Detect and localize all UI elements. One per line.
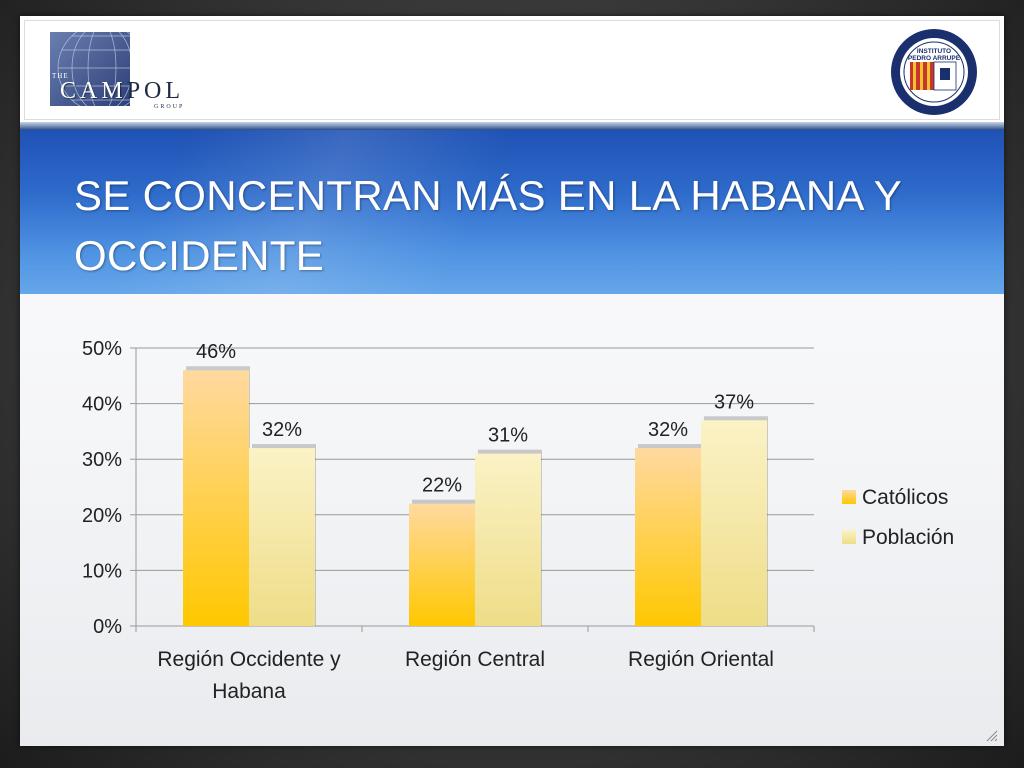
campol-bottom-text: GROUP [154, 104, 185, 110]
campol-wordmark-dark: POL [126, 78, 185, 104]
y-tick-label: 40% [82, 394, 122, 416]
y-tick-label: 30% [82, 449, 122, 471]
seal-line-1: INSTITUTO [917, 48, 951, 55]
bar [635, 448, 701, 626]
instituto-pedro-arrupe-seal-icon: INSTITUTO PEDRO ARRUPE [890, 28, 978, 116]
title-band: SE CONCENTRAN MÁS EN LA HABANA Y OCCIDEN… [20, 130, 1004, 294]
data-label: 46% [196, 341, 236, 363]
campol-top-text: THE [52, 72, 69, 80]
seal-line-2: PEDRO ARRUPE [908, 55, 961, 62]
legend-swatch [842, 490, 856, 504]
campol-wordmark: CAMPOL [60, 78, 184, 105]
legend-label: Católicos [862, 486, 948, 509]
y-tick-label: 0% [93, 616, 122, 638]
bar [701, 420, 767, 626]
y-tick-label: 50% [82, 338, 122, 360]
legend-label: Población [862, 526, 954, 549]
data-label: 32% [262, 419, 302, 441]
slide-title: SE CONCENTRAN MÁS EN LA HABANA Y OCCIDEN… [74, 172, 903, 279]
bar [409, 503, 475, 626]
x-tick-label: Región Occidente y Habana [157, 648, 341, 703]
y-tick-label: 20% [82, 505, 122, 527]
title-band-sheen [20, 130, 800, 294]
x-tick-label: Región Central [405, 648, 545, 671]
header-band: THE CAMPOL GROUP INSTITUTO PEDRO ARRUPE [20, 16, 1004, 123]
slide: THE CAMPOL GROUP INSTITUTO PEDRO ARRUPE … [20, 16, 1004, 746]
campol-logo: THE CAMPOL GROUP [50, 23, 220, 113]
header-accent-lines [20, 122, 1004, 130]
bar-chart: 0% 10% 20% 30% 40% 50% 46% 32% Región Occidente … [50, 320, 990, 715]
bar [475, 453, 541, 626]
data-label: 22% [422, 475, 462, 497]
bar [183, 370, 249, 626]
header-frame [24, 20, 1000, 120]
legend-swatch [842, 530, 856, 544]
y-tick-label: 10% [82, 560, 122, 582]
resize-grip-icon [984, 728, 998, 742]
campol-wordmark-light: CAM [60, 78, 127, 104]
x-tick-label: Región Oriental [628, 648, 774, 671]
bar-chart-svg: 0% 10% 20% 30% 40% 50% 46% 32% Región Occidente … [82, 338, 954, 703]
bar [249, 448, 315, 626]
data-label: 37% [714, 391, 754, 413]
data-label: 32% [648, 419, 688, 441]
data-label: 31% [488, 425, 528, 447]
